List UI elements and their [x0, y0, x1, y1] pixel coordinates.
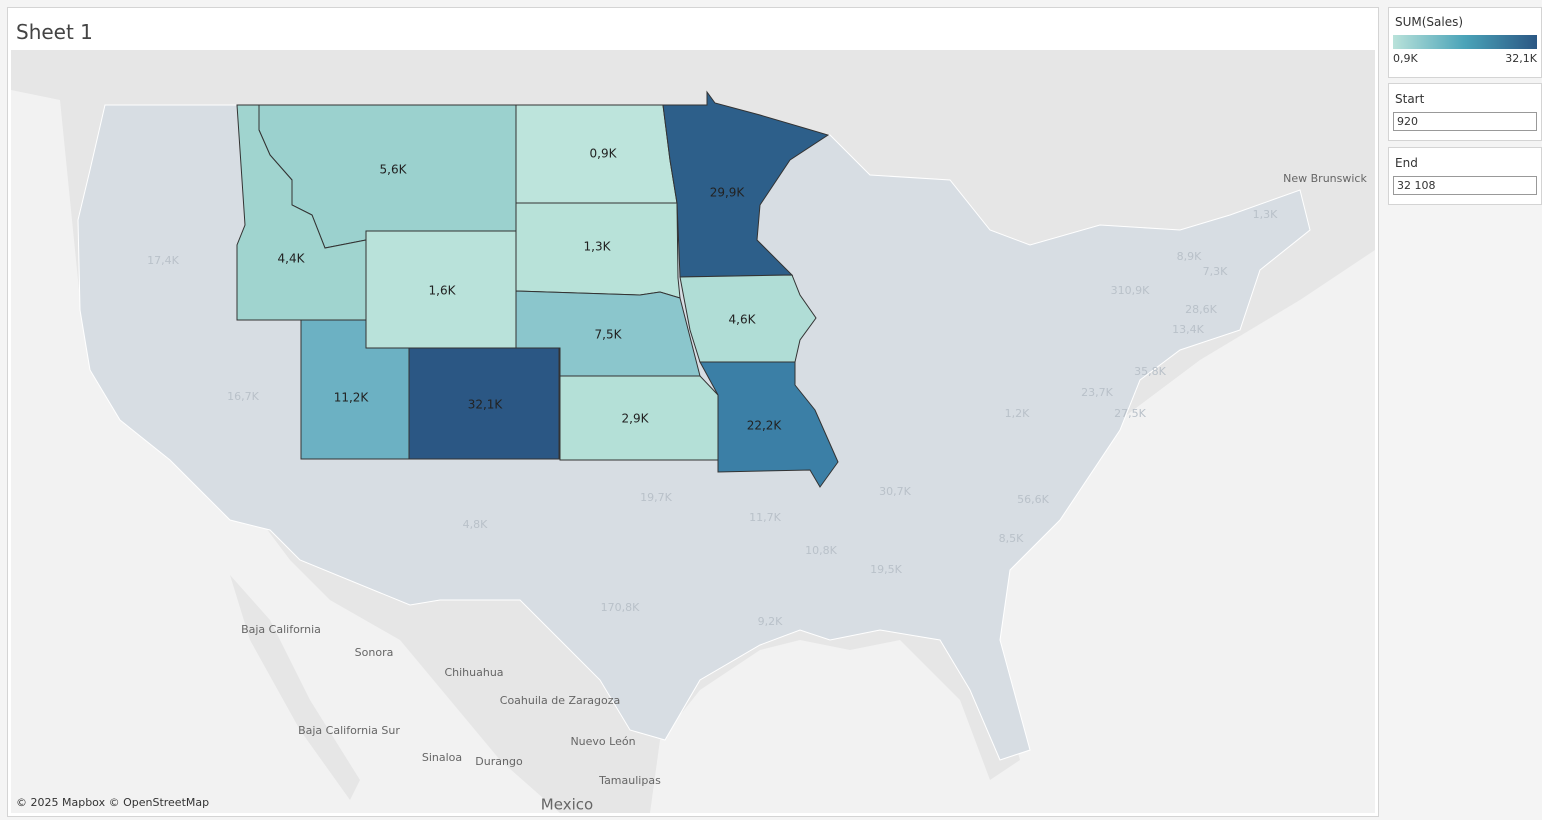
faded-value: 10,8K — [805, 544, 837, 557]
place: Durango — [475, 755, 523, 768]
legend: SUM(Sales) 0,9K 32,1K — [1388, 7, 1542, 78]
faded-value: 13,4K — [1172, 323, 1204, 336]
place: Tamaulipas — [598, 774, 661, 787]
sheet-title: Sheet 1 — [16, 20, 93, 44]
baja — [230, 575, 360, 800]
attribution: © 2025 Mapbox © OpenStreetMap — [16, 796, 209, 809]
state — [408, 347, 560, 460]
faded-value: 56,6K — [1017, 493, 1049, 506]
faded-value: 17,4K — [147, 254, 179, 267]
state-labels: 5,6K 4,4K 1,6K 0,9K 1,3K 7,5K 2,9K 11,2K… — [278, 147, 783, 433]
faded-value: 1,2K — [1005, 407, 1030, 420]
state-value: 11,2K — [334, 391, 370, 405]
state-value: 4,6K — [729, 313, 757, 327]
legend-range: 0,9K 32,1K — [1393, 52, 1537, 65]
state-value: 22,2K — [747, 419, 783, 433]
filter-label: End — [1395, 156, 1418, 170]
place-labels: Baja California Sonora Chihuahua Coahuil… — [241, 172, 1367, 813]
state-value: 4,4K — [278, 252, 306, 266]
state — [236, 104, 367, 321]
legend-min: 0,9K — [1393, 52, 1418, 65]
filter-input[interactable]: 32 108 — [1393, 176, 1537, 195]
state-value: 1,6K — [429, 284, 457, 298]
faded-value: 16,7K — [227, 390, 259, 403]
state-value: 7,5K — [595, 328, 623, 342]
faded-value: 7,3K — [1203, 265, 1228, 278]
place: Nuevo León — [570, 735, 635, 748]
state-value: 29,9K — [710, 186, 746, 200]
faded-value: 8,9K — [1177, 250, 1202, 263]
faded-value: 23,7K — [1081, 386, 1113, 399]
place: Sonora — [355, 646, 394, 659]
faded-value: 170,8K — [601, 601, 640, 614]
state-value: 1,3K — [584, 240, 612, 254]
state — [662, 90, 830, 278]
state-value: 5,6K — [380, 163, 408, 177]
filter-input[interactable]: 920 — [1393, 112, 1537, 131]
place: New Brunswick — [1283, 172, 1367, 185]
faded-value: 1,3K — [1253, 208, 1278, 221]
faded-value: 19,5K — [870, 563, 902, 576]
states — [236, 90, 839, 488]
faded-value: 35,8K — [1134, 365, 1166, 378]
place: Chihuahua — [444, 666, 503, 679]
state-value: 2,9K — [622, 412, 650, 426]
place: Coahuila de Zaragoza — [500, 694, 620, 707]
faded-value: 19,7K — [640, 491, 672, 504]
place: Baja California — [241, 623, 321, 636]
faded-labels: 17,4K 16,7K 4,8K 19,7K 11,7K 10,8K 19,5K 9,2K 17… — [147, 208, 1278, 628]
state-value: 0,9K — [590, 147, 618, 161]
faded-value: 11,7K — [749, 511, 781, 524]
legend-title: SUM(Sales) — [1395, 15, 1464, 29]
filter-end: End 32 108 — [1388, 147, 1542, 205]
filter-start: Start 920 — [1388, 83, 1542, 141]
faded-value: 28,6K — [1185, 303, 1217, 316]
place: Mexico — [541, 796, 593, 814]
state — [699, 361, 839, 488]
faded-value: 9,2K — [758, 615, 783, 628]
place: Sinaloa — [422, 751, 462, 764]
faded-value: 30,7K — [879, 485, 911, 498]
faded-value: 27,5K — [1114, 407, 1146, 420]
faded-value: 8,5K — [999, 532, 1024, 545]
faded-value: 310,9K — [1111, 284, 1150, 297]
faded-value: 4,8K — [463, 518, 488, 531]
legend-max: 32,1K — [1505, 52, 1537, 65]
state-value: 32,1K — [468, 398, 504, 412]
color-ramp — [1393, 35, 1537, 49]
state — [679, 274, 817, 363]
filter-label: Start — [1395, 92, 1425, 106]
map: 5,6K 4,4K 1,6K 0,9K 1,3K 7,5K 2,9K 11,2K… — [11, 50, 1375, 813]
place: Baja California Sur — [298, 724, 400, 737]
